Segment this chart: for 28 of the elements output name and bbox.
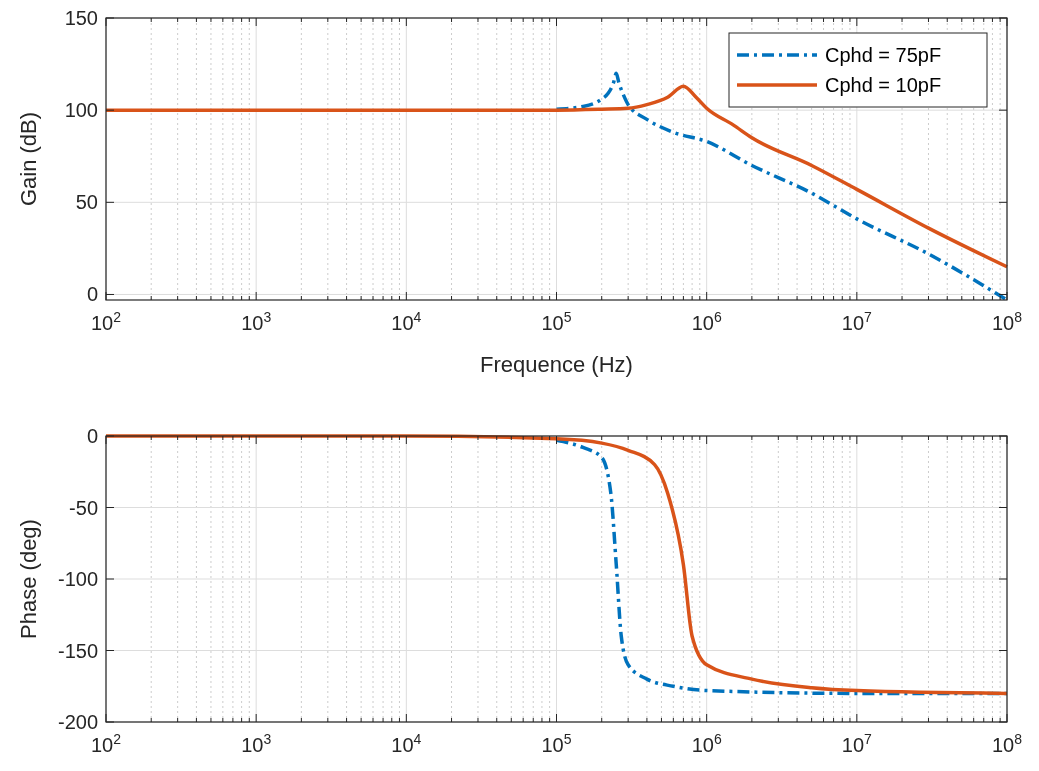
x-tick-label: 10$^{6}$ (691, 309, 722, 334)
y-tick-label: -150 (57, 639, 98, 662)
x-tick-label: 10$^{7}$ (841, 731, 873, 756)
x-tick-label: 10$^{3}$ (241, 731, 272, 756)
x-tick-label: 10$^{5}$ (541, 309, 572, 334)
y-tick-label: -50 (69, 496, 98, 519)
legend-label: Cphd = 75pF (825, 44, 942, 66)
y-axis-title: Gain (dB) (16, 111, 41, 207)
x-axis-title: Frequence (Hz) (480, 352, 633, 377)
x-tick-label: 10$^{2}$ (90, 731, 122, 756)
y-tick-label: -100 (57, 568, 98, 590)
y-tick-label: -200 (57, 711, 98, 733)
x-tick-label: 10$^{2}$ (90, 309, 122, 334)
y-tick-label: 0 (86, 425, 98, 447)
x-tick-label: 10$^{3}$ (241, 309, 272, 334)
y-tick-label: 50 (75, 191, 98, 214)
legend-label: Cphd = 10pF (825, 74, 942, 96)
y-tick-label: 0 (86, 283, 98, 306)
x-tick-label: 10$^{4}$ (391, 309, 422, 334)
x-tick-label: 10$^{8}$ (991, 309, 1023, 334)
y-axis-title: Phase (deg) (16, 519, 41, 639)
x-tick-label: 10$^{8}$ (991, 731, 1023, 756)
x-tick-label: 10$^{6}$ (691, 731, 722, 756)
x-tick-label: 10$^{4}$ (391, 731, 422, 756)
x-tick-label: 10$^{5}$ (541, 731, 572, 756)
y-tick-label: 100 (64, 99, 98, 122)
y-tick-label: 150 (64, 7, 98, 29)
x-tick-label: 10$^{7}$ (841, 309, 873, 334)
